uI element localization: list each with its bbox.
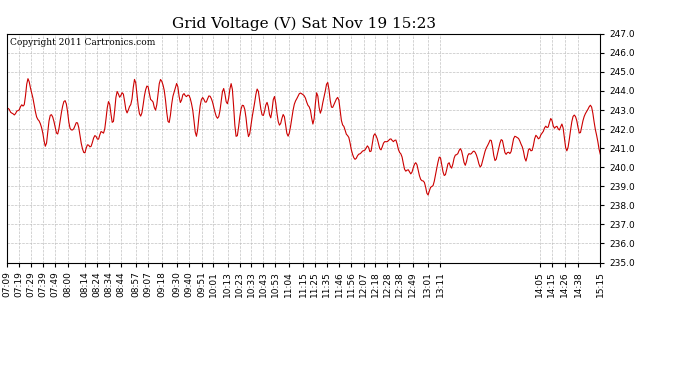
Title: Grid Voltage (V) Sat Nov 19 15:23: Grid Voltage (V) Sat Nov 19 15:23 — [172, 17, 435, 31]
Text: Copyright 2011 Cartronics.com: Copyright 2011 Cartronics.com — [10, 38, 155, 47]
